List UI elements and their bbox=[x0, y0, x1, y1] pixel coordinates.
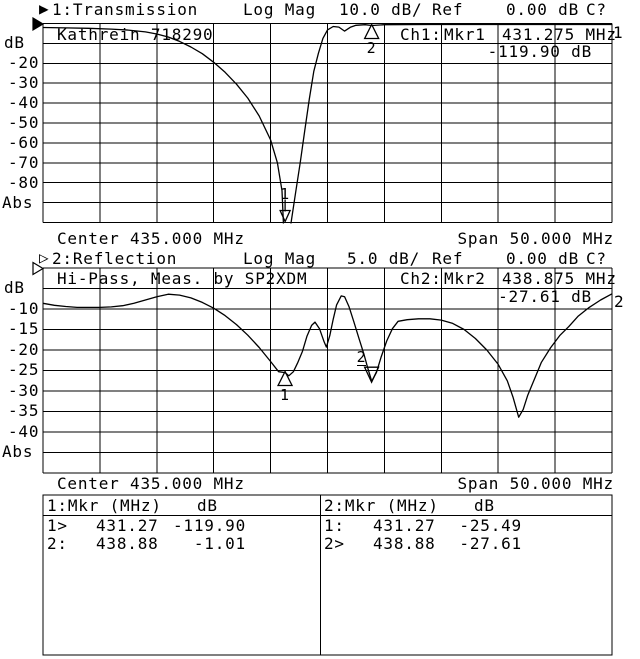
ch2-ref-position-marker-icon bbox=[32, 261, 45, 276]
ch1-format: Log Mag bbox=[243, 0, 317, 19]
mkr-row-freq: 431.27 bbox=[96, 516, 159, 535]
mkr-row-tag: 1: bbox=[324, 516, 345, 535]
mkr-row-value: -119.90 bbox=[172, 516, 246, 535]
ch1-scale: 10.0 dB/ bbox=[339, 0, 423, 19]
ch2-cal-status: C? bbox=[586, 249, 607, 268]
ch2-scale: 5.0 dB/ bbox=[347, 249, 421, 268]
ch1-ref-label: Ref bbox=[432, 0, 464, 19]
ch2-marker-2-label: 2 bbox=[356, 348, 367, 367]
ch2-ytick: -30 bbox=[8, 381, 40, 400]
ch2-marker-1-icon bbox=[277, 370, 294, 387]
mkr-table-right-header: 2:Mkr (MHz) bbox=[324, 496, 439, 515]
mkr-row-freq: 438.88 bbox=[96, 534, 159, 553]
ch1-marker-channel: Ch1: bbox=[400, 25, 442, 44]
ch2-marker-value: -27.61 dB bbox=[498, 287, 592, 306]
ch2-ytick: -40 bbox=[8, 422, 40, 441]
mkr-table-left-unit: dB bbox=[197, 496, 218, 515]
ch2-marker-channel: Ch2: bbox=[400, 269, 442, 288]
ch2-marker-name: Mkr2 bbox=[444, 269, 486, 288]
ch2-trace bbox=[42, 293, 613, 418]
mkr-row-tag: 2: bbox=[47, 534, 68, 553]
ch2-ytick: -25 bbox=[8, 360, 40, 379]
ch1-ref-value: 0.00 dB bbox=[506, 0, 580, 19]
mkr-row-value: -25.49 bbox=[459, 516, 522, 535]
ch2-format: Log Mag bbox=[243, 249, 317, 268]
mkr-row-tag: 1> bbox=[47, 516, 68, 535]
ch1-marker-name: Mkr1 bbox=[444, 25, 486, 44]
ch1-axis-unit: dB bbox=[4, 33, 25, 52]
ch1-span: Span 50.000 MHz bbox=[457, 229, 614, 248]
ch1-trace-number-right-edge: 1 bbox=[613, 23, 624, 42]
marker-table-frame bbox=[42, 494, 613, 656]
ch2-span: Span 50.000 MHz bbox=[457, 474, 614, 493]
ch1-graticule bbox=[42, 23, 613, 223]
mkr-table-right-unit: dB bbox=[474, 496, 495, 515]
mkr-row-freq: 438.88 bbox=[373, 534, 436, 553]
ch1-cal-status: C? bbox=[586, 0, 607, 19]
ch2-ytick: -10 bbox=[8, 299, 40, 318]
ch2-ref-label: Ref bbox=[432, 249, 464, 268]
ch1-marker-2-label: 2 bbox=[366, 38, 377, 57]
ch1-marker-1-icon bbox=[279, 199, 292, 224]
ch1-ytick: -40 bbox=[8, 93, 40, 112]
ch2-trace-number-right-edge: 2 bbox=[614, 292, 625, 311]
ch1-ytick: -70 bbox=[8, 153, 40, 172]
ch1-marker-2-icon bbox=[363, 23, 380, 40]
ch1-trace-label: 1:Transmission bbox=[52, 0, 199, 19]
ch2-marker-1-label: 1 bbox=[280, 385, 290, 404]
mkr-table-left-header: 1:Mkr (MHz) bbox=[47, 496, 162, 515]
ch1-ytick: -50 bbox=[8, 113, 40, 132]
ch2-active-indicator-icon: ▷ bbox=[39, 248, 50, 267]
mkr-row-freq: 431.27 bbox=[373, 516, 436, 535]
ch2-marker-freq: 438.875 MHz bbox=[502, 269, 617, 288]
ch1-marker-1-label: 1 bbox=[280, 184, 290, 203]
ch1-active-indicator-icon: ▶ bbox=[39, 0, 50, 18]
ch2-ytick: -15 bbox=[8, 319, 40, 338]
mkr-row-value: -27.61 bbox=[459, 534, 522, 553]
mkr-row-tag: 2> bbox=[324, 534, 345, 553]
ch1-title-annotation: Kathrein 718290 bbox=[57, 25, 214, 44]
mkr-row-value: -1.01 bbox=[193, 534, 246, 553]
ch2-title-annotation: Hi-Pass, Meas. by SP2XDM bbox=[57, 269, 308, 288]
ch2-trace-label: 2:Reflection bbox=[52, 249, 178, 268]
ch2-center-freq: Center 435.000 MHz bbox=[57, 474, 245, 493]
ch1-ytick: -60 bbox=[8, 133, 40, 152]
ch1-marker-value: -119.90 dB bbox=[487, 42, 592, 61]
ch2-marker-2-icon bbox=[363, 366, 380, 384]
ch2-axis-unit: dB bbox=[4, 278, 25, 297]
ch1-center-freq: Center 435.000 MHz bbox=[57, 229, 245, 248]
ch1-trace bbox=[42, 23, 612, 224]
ch2-abs-label: Abs bbox=[2, 442, 34, 461]
ch1-marker-freq: 431.275 MHz bbox=[502, 25, 617, 44]
ch2-ref-value: 0.00 dB bbox=[506, 249, 580, 268]
ch1-ref-position-marker-icon bbox=[32, 16, 45, 32]
ch2-ytick: -35 bbox=[8, 401, 40, 420]
ch1-abs-label: Abs bbox=[2, 193, 34, 212]
ch2-ytick: -20 bbox=[8, 340, 40, 359]
ch1-ytick: -20 bbox=[8, 53, 40, 72]
ch1-ytick: -80 bbox=[8, 173, 40, 192]
ch1-ytick: -30 bbox=[8, 73, 40, 92]
